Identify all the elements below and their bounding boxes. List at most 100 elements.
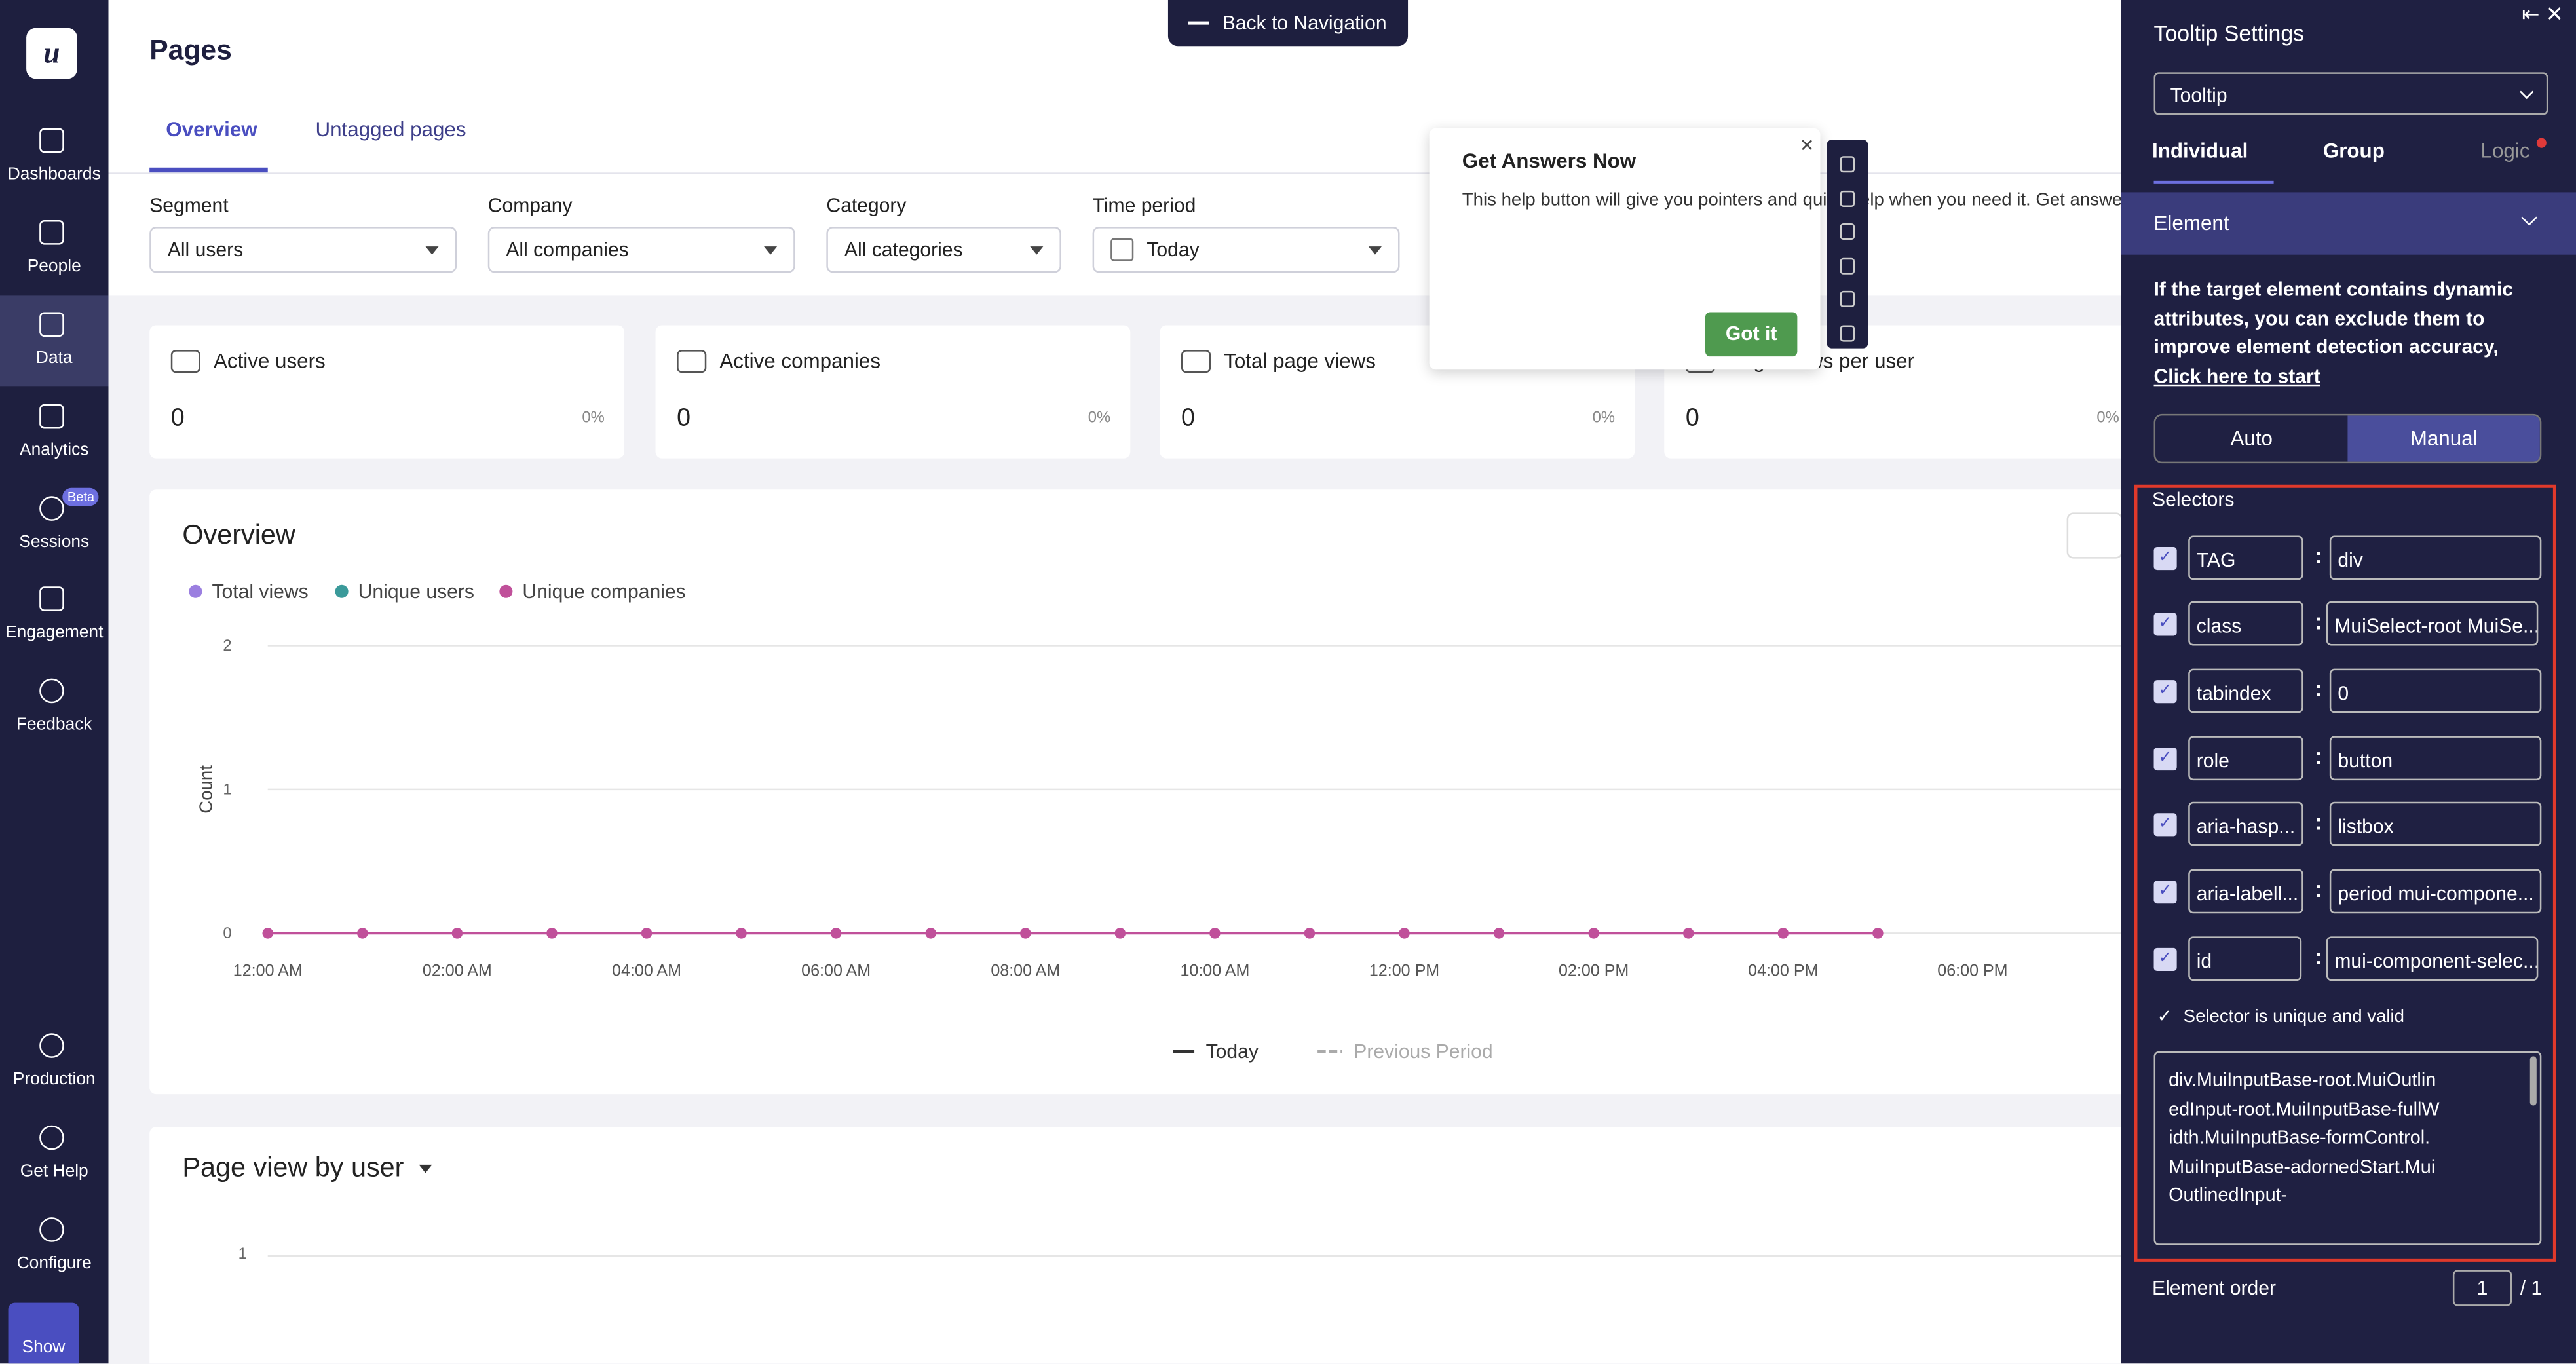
- show-button[interactable]: Show: [8, 1302, 79, 1364]
- tab[interactable]: Untagged pages: [315, 118, 466, 142]
- checkbox[interactable]: ✓: [2153, 747, 2177, 771]
- selector-key[interactable]: aria-hasp...: [2188, 801, 2303, 846]
- selector-key[interactable]: id: [2188, 936, 2302, 981]
- toolbar-icon[interactable]: [1840, 290, 1855, 307]
- selector-value[interactable]: period mui-compone...: [2329, 869, 2542, 914]
- nav-icon: [39, 1217, 64, 1242]
- type-value: Tooltip: [2170, 83, 2227, 107]
- nav-item[interactable]: Production: [12, 1069, 96, 1089]
- nav-item[interactable]: Dashboards: [7, 164, 101, 184]
- link[interactable]: Click here to start: [2153, 364, 2320, 388]
- calendar-icon: [1110, 238, 1134, 261]
- nav-item[interactable]: Analytics: [20, 440, 89, 461]
- point: [357, 928, 368, 939]
- stat-value: 0: [170, 404, 185, 432]
- point: [1493, 928, 1505, 939]
- checkbox[interactable]: ✓: [2153, 613, 2177, 636]
- selector-value[interactable]: listbox: [2329, 801, 2542, 846]
- card-title[interactable]: Page view by user: [182, 1153, 404, 1183]
- value-text: MuiSelect-root MuiSe...: [2334, 614, 2539, 637]
- colon: :: [2315, 742, 2322, 769]
- nav-icon: [39, 586, 64, 611]
- stat-label: Total page views: [1224, 350, 1376, 373]
- selector-key[interactable]: class: [2188, 601, 2303, 646]
- nav-icon: [39, 312, 64, 337]
- x-tick-label: 06:00 AM: [801, 962, 871, 980]
- selector-value[interactable]: MuiSelect-root MuiSe...: [2326, 601, 2539, 646]
- panel-tab[interactable]: Group: [2322, 140, 2385, 163]
- caret: [2521, 209, 2537, 226]
- panel-title: Tooltip Settings: [2153, 21, 2305, 47]
- selector-textarea[interactable]: div.MuiInputBase-root.MuiOutlinedInput-r…: [2153, 1051, 2542, 1245]
- scrollbar: [2529, 1056, 2537, 1106]
- selector-value[interactable]: button: [2329, 736, 2542, 781]
- logo: u: [26, 28, 77, 79]
- checkbox[interactable]: ✓: [2153, 947, 2177, 972]
- x-tick-label: 02:00 PM: [1559, 962, 1629, 980]
- selector-value[interactable]: 0: [2329, 668, 2542, 713]
- order-input[interactable]: 1: [2452, 1270, 2512, 1306]
- mode-button[interactable]: Manual: [2347, 415, 2540, 462]
- selector-value[interactable]: mui-component-selec...: [2326, 936, 2539, 981]
- value-text: button: [2338, 749, 2393, 772]
- point: [830, 928, 842, 939]
- y-tick-label: 2: [223, 637, 231, 654]
- section-title: Element: [2153, 212, 2229, 235]
- value-text: mui-component-selec...: [2334, 949, 2539, 973]
- back-label: Back to Navigation: [1222, 11, 1387, 35]
- nav-item[interactable]: People: [27, 256, 81, 276]
- nav-item[interactable]: Configure: [16, 1253, 92, 1274]
- panel-tab[interactable]: Individual: [2152, 140, 2248, 163]
- nav-item[interactable]: Feedback: [16, 714, 92, 734]
- nav-item[interactable]: Engagement: [5, 622, 104, 643]
- selector-key[interactable]: tabindex: [2188, 668, 2303, 713]
- close-icon[interactable]: ×: [1800, 131, 1814, 158]
- panel-tab[interactable]: Logic: [2480, 140, 2530, 163]
- tab[interactable]: Overview: [166, 118, 257, 142]
- caret: [425, 246, 439, 255]
- sidebar: u Dashboards People Data Analytics Sessions En…: [0, 0, 109, 1364]
- legend-label: Unique users: [358, 580, 475, 603]
- checkbox[interactable]: ✓: [2153, 881, 2177, 904]
- popup-body: This help button will give you pointers …: [1462, 190, 2576, 210]
- toolbar-icon[interactable]: [1840, 223, 1855, 240]
- nav-icon: [39, 1033, 64, 1058]
- selector-key[interactable]: role: [2188, 736, 2303, 781]
- checkbox[interactable]: ✓: [2153, 813, 2177, 837]
- popup: Get Answers Now This help button will giv…: [1429, 128, 2576, 370]
- selector-key[interactable]: TAG: [2188, 535, 2303, 580]
- caret: [764, 246, 778, 255]
- mode-button[interactable]: Auto: [2230, 426, 2273, 451]
- filter-select[interactable]: All users: [149, 227, 457, 273]
- back-button[interactable]: Back to Navigation: [1167, 0, 1409, 47]
- filter-select[interactable]: Today: [1092, 227, 1400, 273]
- nav-icon: [39, 496, 64, 521]
- mode-toggle: Auto Manual: [2153, 413, 2542, 464]
- toolbar-icon[interactable]: [1840, 257, 1855, 274]
- toolbar-icon[interactable]: [1840, 324, 1855, 341]
- section-header[interactable]: Element: [2121, 192, 2576, 255]
- toolbar-icon[interactable]: [1840, 189, 1855, 206]
- checkbox[interactable]: ✓: [2153, 547, 2177, 571]
- x-tick-label: 12:00 AM: [233, 962, 303, 980]
- info-text: If the target element contains dynamic a…: [2154, 276, 2548, 391]
- x-tick-label: 06:00 PM: [1937, 962, 2007, 980]
- toolbar-icon[interactable]: [1840, 156, 1855, 173]
- check: ✓: [2157, 1007, 2172, 1027]
- selector-value[interactable]: div: [2329, 535, 2542, 580]
- nav-item[interactable]: Data: [35, 348, 73, 368]
- type-select[interactable]: Tooltip: [2153, 72, 2548, 115]
- filter-label: Time period: [1092, 193, 1196, 218]
- chart-card: Overview Total views Unique users Unique co…: [149, 489, 2146, 1095]
- selector-key[interactable]: aria-labell...: [2188, 869, 2303, 914]
- popup-button[interactable]: Got it: [1705, 312, 1798, 357]
- nav-item[interactable]: Get Help: [20, 1161, 88, 1182]
- checkbox[interactable]: ✓: [2153, 680, 2177, 704]
- nav-item[interactable]: Sessions: [19, 532, 90, 552]
- point: [1304, 928, 1316, 939]
- value-text: listbox: [2338, 814, 2394, 838]
- y-axis-label: Count: [195, 765, 216, 814]
- filter-select[interactable]: All companies: [487, 227, 795, 273]
- colon: :: [2315, 808, 2322, 835]
- filter-select[interactable]: All categories: [826, 227, 1061, 273]
